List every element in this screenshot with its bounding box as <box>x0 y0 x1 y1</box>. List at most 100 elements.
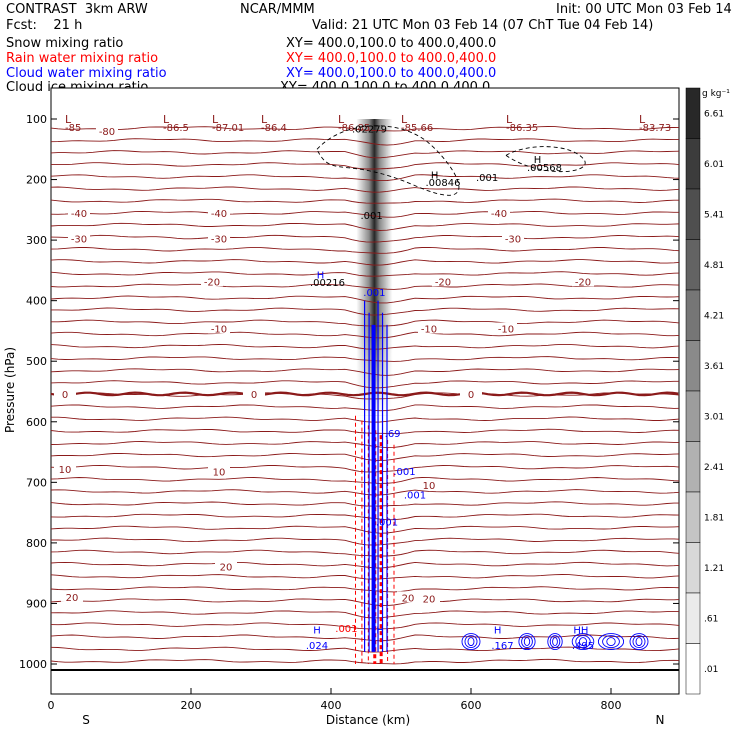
temperature-label-bg <box>208 465 230 477</box>
colorbar-label: 4.21 <box>704 311 724 321</box>
valid-time: Valid: 21 UTC Mon 03 Feb 14 (07 ChT Tue … <box>312 18 654 33</box>
low-marker: L <box>506 113 513 126</box>
colorbar-segment <box>685 138 701 190</box>
colorbar-label: 1.81 <box>704 513 724 523</box>
temperature-contour <box>51 307 679 316</box>
temperature-label: -30 <box>505 234 521 245</box>
model-title: CONTRAST 3km ARW <box>6 2 148 17</box>
low-marker: L <box>163 113 170 126</box>
temperature-contour <box>51 489 679 496</box>
colorbar-label: 1.21 <box>704 564 724 574</box>
low-value: -83.73 <box>639 123 671 134</box>
contour-annotation: .69 <box>385 429 401 440</box>
low-value: -86.4 <box>261 123 287 134</box>
field-xy-cloud-water: XY= 400.0,100.0 to 400.0,400.0 <box>286 66 497 81</box>
temperature-label: 10 <box>423 481 436 492</box>
temperature-label-bg <box>418 322 440 334</box>
temperature-contour <box>51 513 679 521</box>
colorbar-segment <box>685 390 701 442</box>
colorbar-label: 3.01 <box>704 412 724 422</box>
temperature-contour <box>51 295 679 304</box>
institution-label: NCAR/MMM <box>240 2 315 17</box>
cloud-ice-contour <box>505 146 586 173</box>
temperature-label: 20 <box>402 593 415 604</box>
temperature-label-bg <box>488 206 510 218</box>
temperature-contour <box>51 222 679 231</box>
temperature-contour <box>51 622 679 630</box>
colorbar-segment <box>685 592 701 644</box>
cloud-water-contour <box>632 635 646 649</box>
cloud-water-contour <box>635 637 643 647</box>
y-tick-label: 700 <box>26 476 47 489</box>
cloud-water-contour <box>597 633 625 651</box>
temperature-contour <box>51 356 679 362</box>
temperature-label: -40 <box>491 209 507 220</box>
temperature-contour <box>51 561 679 569</box>
temperature-label: -80 <box>99 127 115 138</box>
temperature-contour <box>51 610 679 619</box>
colorbar-segment <box>685 441 701 493</box>
temperature-contour <box>51 331 679 339</box>
temperature-contour <box>51 416 679 423</box>
temperature-label-bg <box>68 206 90 218</box>
init-time: Init: 00 UTC Mon 03 Feb 14 <box>556 2 732 17</box>
temperature-contour <box>51 319 679 327</box>
colorbar-label: 2.41 <box>704 463 724 473</box>
temperature-contour <box>51 343 679 350</box>
contour-annotation: .001 <box>376 517 398 528</box>
colorbar-label: .01 <box>704 665 718 675</box>
temperature-contour <box>51 428 679 434</box>
low-marker: L <box>401 113 408 126</box>
temperature-label-bg <box>418 592 440 604</box>
colorbar-segment <box>685 289 701 341</box>
temperature-label: 0 <box>468 390 474 401</box>
field-label-rain: Rain water mixing ratio <box>6 51 159 66</box>
cloud-water-contour <box>547 633 563 651</box>
temperature-label-bg <box>208 206 230 218</box>
y-tick-label: 400 <box>26 295 47 308</box>
temperature-contour <box>51 162 679 170</box>
temperature-contour <box>51 210 679 218</box>
temperature-contour <box>51 441 679 449</box>
contour-annotation: .001 <box>363 288 385 299</box>
south-label: S <box>82 713 90 727</box>
cloud-water-contour <box>606 637 616 647</box>
temperature-label: -10 <box>211 325 227 336</box>
cloud-water-contour <box>518 633 536 651</box>
cloud-water-contour <box>552 637 558 647</box>
cloud-water-contour <box>521 635 533 649</box>
temperature-label-bg <box>243 387 265 399</box>
x-axis-label: Distance (km) <box>326 713 410 727</box>
contour-annotation: H <box>317 270 325 281</box>
colorbar-segment <box>685 87 701 139</box>
temperature-label-bg <box>572 275 594 287</box>
temperature-contour <box>51 586 679 593</box>
contour-annotation: .001 <box>404 491 426 502</box>
y-axis-label: Pressure (hPa) <box>3 347 17 433</box>
colorbar-label: 3.61 <box>704 362 724 372</box>
temperature-contour <box>51 186 679 193</box>
contour-annotation: .001 <box>393 467 415 478</box>
temperature-contour <box>51 477 679 484</box>
colorbar-label: 5.41 <box>704 210 724 220</box>
temperature-label: -20 <box>435 277 451 288</box>
temperature-contour <box>51 368 679 376</box>
contour-annotation: HH <box>573 626 588 637</box>
low-value: -85.66 <box>401 123 433 134</box>
cloud-water-contour <box>464 635 478 649</box>
temperature-label-bg <box>460 387 482 399</box>
colorbar-label: .61 <box>704 614 718 624</box>
colorbar-segment <box>685 491 701 543</box>
contour-annotation: H <box>376 626 384 637</box>
temperature-contour <box>51 452 679 462</box>
temperature-contour <box>51 198 679 204</box>
low-marker: L <box>261 113 268 126</box>
temperature-label-bg <box>418 478 440 490</box>
temperature-label: 20 <box>66 593 79 604</box>
cloud-water-contour <box>549 635 561 649</box>
temperature-contour <box>51 404 679 412</box>
temperature-contour <box>51 126 679 132</box>
temperature-contour <box>51 283 679 290</box>
field-label-snow: Snow mixing ratio <box>6 36 124 51</box>
